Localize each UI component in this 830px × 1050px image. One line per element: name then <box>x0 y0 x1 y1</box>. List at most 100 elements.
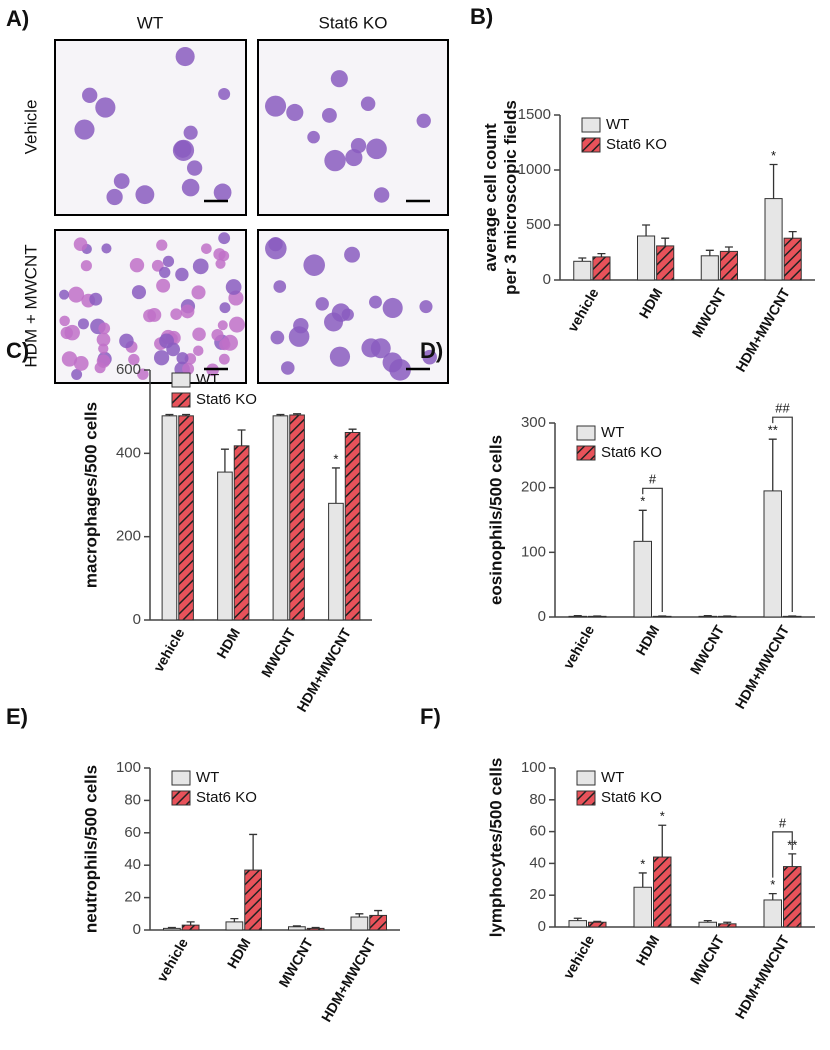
legend-swatch <box>171 392 191 408</box>
x-tick-label: HDM+MWCNT <box>293 625 354 715</box>
cell <box>129 258 145 273</box>
cell <box>156 239 168 251</box>
significance: * <box>771 148 776 163</box>
error-bar <box>703 919 712 923</box>
y-tick-label: 80 <box>124 791 141 808</box>
column-header: Stat6 KO <box>319 13 388 32</box>
cell <box>113 173 130 189</box>
error-bar <box>593 920 602 923</box>
cell <box>82 87 98 103</box>
significance: ** <box>768 423 778 438</box>
bar <box>289 414 305 621</box>
cell <box>96 332 111 347</box>
comparison-label: # <box>649 472 657 487</box>
bar <box>568 615 587 618</box>
y-tick-label: 80 <box>529 791 546 808</box>
error-bar <box>597 252 606 257</box>
cell <box>211 329 224 342</box>
cell <box>321 107 337 123</box>
x-tick-label: vehicle <box>560 622 598 671</box>
cell <box>217 320 228 331</box>
cell <box>186 160 203 176</box>
error-bar <box>638 509 647 542</box>
cell <box>192 327 206 342</box>
y-tick-label: 20 <box>124 889 141 906</box>
bar <box>288 926 306 931</box>
x-tick-label: HDM+MWCNT <box>732 622 793 712</box>
bar <box>783 237 802 281</box>
bar <box>633 886 652 928</box>
bar <box>344 432 361 621</box>
bar <box>700 255 719 281</box>
cell <box>166 342 181 357</box>
cell <box>74 119 95 140</box>
row-header: Vehicle <box>21 100 40 155</box>
cell <box>293 317 309 334</box>
bar <box>328 502 344 621</box>
bar <box>698 615 717 618</box>
bar <box>633 540 652 618</box>
cell <box>344 246 360 263</box>
bar <box>783 866 802 928</box>
y-axis-label: neutrophils/500 cells <box>81 765 100 933</box>
cell <box>286 103 304 122</box>
bar <box>225 921 244 931</box>
bar <box>653 856 672 928</box>
panel-label: F) <box>420 704 441 729</box>
bar <box>763 899 782 928</box>
x-tick-label: MWCNT <box>687 622 728 677</box>
cell <box>315 297 329 311</box>
legend-swatch <box>171 790 191 806</box>
error-bar <box>186 921 195 926</box>
cell <box>176 352 189 365</box>
cell <box>59 315 70 327</box>
cell <box>159 266 171 279</box>
legend-swatch <box>576 770 596 786</box>
cell <box>229 316 245 333</box>
cell <box>270 330 285 345</box>
bar <box>233 445 250 621</box>
comparison-bracket <box>772 416 793 613</box>
error-bar <box>661 237 670 246</box>
cell <box>172 139 195 161</box>
y-axis-label: eosinophils/500 cells <box>486 435 505 605</box>
cell <box>373 187 390 203</box>
cell <box>137 368 149 380</box>
cell <box>128 353 140 366</box>
legend-label: WT <box>196 371 219 388</box>
panel-label: A) <box>6 6 29 31</box>
cell <box>119 333 134 349</box>
cell <box>89 292 103 306</box>
significance: * <box>640 494 645 509</box>
cell <box>218 87 231 100</box>
error-bar <box>237 429 246 446</box>
cell <box>156 278 171 293</box>
cell <box>71 369 83 380</box>
y-tick-label: 600 <box>116 361 141 378</box>
x-tick-label: vehicle <box>560 932 598 981</box>
bar <box>764 198 783 281</box>
error-bar <box>705 249 714 256</box>
cell <box>135 185 155 205</box>
bar <box>698 921 717 928</box>
y-tick-label: 0 <box>538 608 546 625</box>
x-tick-label: MWCNT <box>688 285 729 340</box>
x-tick-label: HDM <box>633 932 663 968</box>
comparison-label: # <box>779 815 787 830</box>
bar <box>637 235 656 281</box>
cell <box>419 300 433 314</box>
cell <box>143 309 157 323</box>
cell <box>213 183 232 202</box>
cell <box>416 113 431 128</box>
error-bar <box>331 467 340 504</box>
comparison-bracket <box>772 831 793 878</box>
micrograph <box>257 39 449 216</box>
bar <box>163 927 181 931</box>
cell <box>68 286 85 303</box>
x-tick-label: HDM+MWCNT <box>732 285 793 375</box>
cell <box>77 318 89 330</box>
error-bar <box>276 413 285 416</box>
error-bar <box>249 833 258 871</box>
significance: * <box>660 809 665 824</box>
significance: * <box>333 451 338 466</box>
